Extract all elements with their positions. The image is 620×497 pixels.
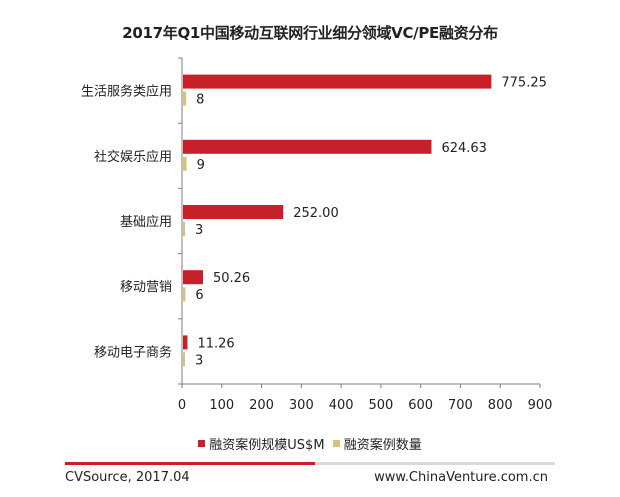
data-label-scale: 624.63	[441, 141, 487, 156]
x-tick-label: 100	[209, 398, 234, 413]
bar-count	[183, 156, 187, 171]
bar-count	[183, 352, 185, 367]
category-label: 基础应用	[120, 214, 172, 230]
bar-scale	[183, 139, 432, 154]
x-tick-label: 600	[408, 398, 433, 413]
data-label-count: 3	[195, 353, 203, 368]
source-note: CVSource, 2017.04	[65, 470, 190, 485]
bar-count	[183, 287, 186, 302]
bar-scale	[183, 270, 203, 285]
x-tick-label: 800	[488, 398, 513, 413]
bar-scale	[183, 74, 492, 89]
legend: 融资案例规模US$M 融资案例数量	[0, 434, 620, 453]
x-tick-label: 400	[329, 398, 354, 413]
category-label: 移动营销	[120, 280, 172, 295]
data-label-count: 9	[197, 158, 205, 173]
legend-item-count: 融资案例数量	[332, 434, 422, 453]
footer-rule	[315, 462, 555, 465]
x-tick-label: 900	[528, 398, 553, 413]
x-tick-label: 200	[249, 398, 274, 413]
category-label: 生活服务类应用	[81, 84, 172, 100]
bar-scale	[183, 205, 284, 219]
data-label-scale: 252.00	[293, 206, 339, 221]
bar-chart: 0 100 200 300 400 500 600 700 800 900 生活服务类应用 775.2…	[81, 57, 553, 413]
chart-title: 2017年Q1中国移动互联网行业细分领域VC/PE融资分布	[122, 24, 498, 42]
x-tick-label: 700	[448, 398, 473, 413]
legend-label-scale: 融资案例规模US$M	[209, 438, 325, 453]
data-label-scale: 775.25	[501, 76, 546, 91]
legend-swatch-count	[332, 440, 340, 447]
bar-count	[183, 91, 187, 106]
bar-count	[183, 222, 185, 236]
x-tick-label: 0	[178, 398, 186, 413]
data-label-count: 8	[196, 93, 204, 108]
bar-scale	[183, 335, 188, 350]
data-label-count: 6	[195, 288, 203, 303]
x-tick-label: 300	[289, 398, 314, 413]
data-label-scale: 11.26	[197, 336, 234, 351]
legend-label-count: 融资案例数量	[343, 438, 422, 453]
website-link: www.ChinaVenture.com.cn	[374, 470, 548, 485]
category-label: 社交娱乐应用	[94, 149, 172, 165]
data-label-scale: 50.26	[213, 271, 250, 286]
legend-item-scale: 融资案例规模US$M	[198, 434, 325, 453]
data-label-count: 3	[195, 223, 203, 238]
category-label: 移动电子商务	[94, 344, 172, 360]
legend-swatch-scale	[198, 440, 206, 447]
footer-rule-accent	[65, 462, 315, 465]
x-tick-label: 500	[368, 398, 393, 413]
